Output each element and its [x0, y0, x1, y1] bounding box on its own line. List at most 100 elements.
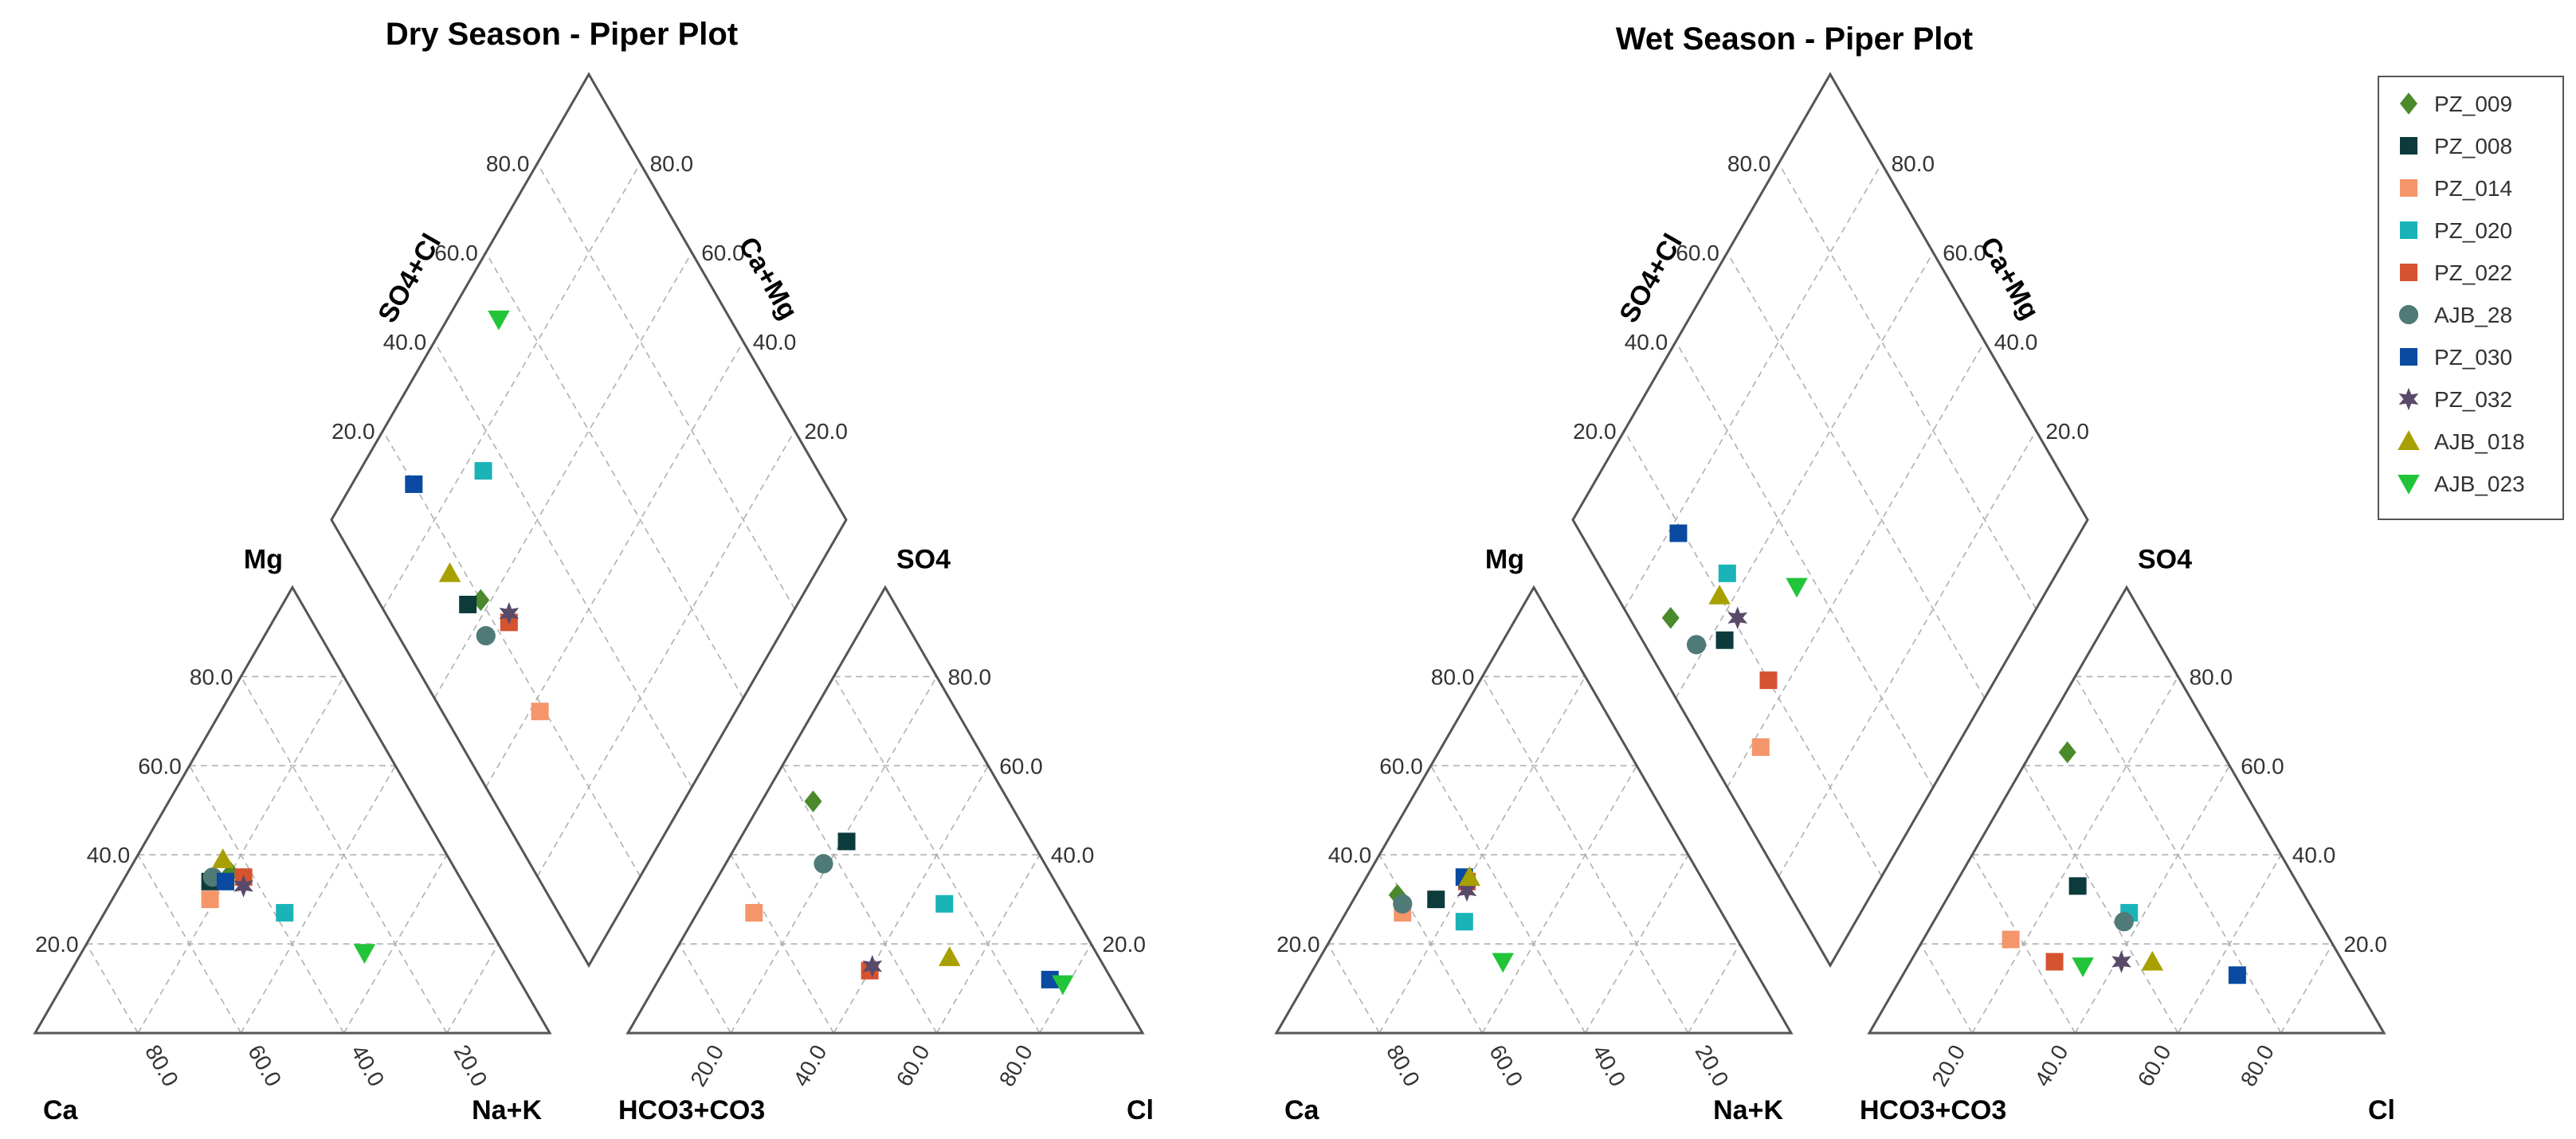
so4-tick-label: 80.0	[2190, 664, 2233, 689]
legend-marker-ajb-018	[2398, 430, 2420, 450]
diamond-grid-line	[1623, 162, 1883, 609]
sample-points	[201, 310, 1074, 996]
so4-label: SO4	[2138, 545, 2192, 575]
cation-grid-line	[137, 854, 242, 1034]
anion-grid-line	[678, 943, 731, 1034]
diamond-point-pz-009	[1661, 607, 1680, 629]
so4cl-tick-label: 80.0	[486, 151, 530, 176]
hco3-label: HCO3+CO3	[618, 1095, 765, 1125]
diamond-point-ajb-28	[1686, 635, 1707, 655]
cation-point-pz-032	[1457, 879, 1477, 902]
ca-label: Ca	[43, 1095, 79, 1125]
anion-grid-line	[1971, 854, 2076, 1034]
camg-tick-label: 20.0	[804, 419, 848, 444]
cation-triangle	[1274, 585, 1794, 1035]
legend-marker-pz-032	[2398, 387, 2419, 411]
hco3-label: HCO3+CO3	[1860, 1095, 2006, 1125]
diamond-point-pz-008	[459, 595, 477, 613]
anion-point-pz-030	[2228, 966, 2246, 984]
cation-point-ajb-023	[1492, 953, 1514, 973]
anion-point-pz-032	[2111, 950, 2131, 973]
anion-triangle	[1867, 585, 2386, 1035]
anion-point-pz-014	[745, 903, 763, 922]
diamond-grid-line	[1778, 430, 2037, 877]
diamond-point-pz-032	[499, 601, 520, 625]
nak-label: Na+K	[472, 1095, 542, 1125]
legend-label-pz-020: PZ_020	[2434, 218, 2512, 243]
so4cl-tick-label: 20.0	[1573, 419, 1617, 444]
legend-marker-pz-014	[2400, 179, 2417, 197]
diamond-point-pz-008	[1715, 631, 1734, 649]
legend-marker-pz-008	[2400, 137, 2417, 155]
cl-label: Cl	[1127, 1095, 1154, 1125]
diamond-point-pz-022	[1759, 671, 1778, 690]
cation-grid-line	[1481, 765, 1637, 1034]
cl-label: Cl	[2368, 1095, 2395, 1125]
legend-label-ajb-018: AJB_018	[2434, 429, 2525, 454]
mg-tick-label: 20.0	[35, 932, 79, 957]
so4-tick-label: 20.0	[1102, 932, 1146, 957]
diamond-grid-line	[433, 252, 692, 699]
anion-grid-line	[782, 765, 938, 1034]
legend-label-ajb-28: AJB_28	[2434, 303, 2512, 327]
cation-grid-line	[446, 943, 500, 1034]
diamond-grid-line	[1675, 252, 1934, 699]
camg-tick-label: 60.0	[1943, 241, 1986, 265]
anion-grid-line	[2074, 765, 2230, 1034]
so4cl-tick-label: 20.0	[331, 419, 375, 444]
diamond-point-pz-030	[405, 475, 423, 493]
dry-season-title: Dry Season - Piper Plot	[386, 17, 738, 52]
cation-grid-line	[85, 943, 139, 1034]
diamond-grid-line	[1675, 341, 1934, 788]
cation-point-ajb-023	[353, 944, 376, 965]
camg-tick-label: 80.0	[650, 151, 694, 176]
mg-label: Mg	[244, 545, 283, 575]
legend-label-pz-032: PZ_032	[2434, 387, 2512, 412]
cation-grid-line	[1327, 943, 1380, 1034]
camg-tick-label: 80.0	[1892, 151, 1935, 176]
anion-point-ajb-018	[939, 946, 961, 966]
diamond-point-ajb-023	[1786, 577, 1808, 598]
cation-point-ajb-28	[1393, 894, 1413, 914]
so4cl-tick-label: 60.0	[1676, 241, 1719, 265]
diamond-point-ajb-018	[438, 562, 461, 582]
so4-label: SO4	[896, 545, 951, 575]
so4-tick-label: 60.0	[999, 753, 1043, 778]
ca-label: Ca	[1284, 1095, 1320, 1125]
so4cl-tick-label: 40.0	[383, 330, 427, 354]
diamond-point-ajb-023	[488, 310, 510, 331]
anion-point-pz-030	[1041, 970, 1059, 988]
anion-point-pz-014	[2002, 930, 2020, 949]
mg-tick-label: 60.0	[1379, 753, 1423, 778]
cation-grid-line	[1378, 854, 1484, 1034]
legend-marker-ajb-023	[2398, 475, 2420, 495]
diamond-point-pz-020	[1718, 564, 1736, 582]
anion-triangle	[625, 585, 1145, 1035]
cation-point-pz-020	[276, 903, 294, 922]
anion-point-ajb-023	[1052, 975, 1074, 996]
diamond-grid-line	[536, 162, 796, 609]
legend-label-pz-030: PZ_030	[2434, 345, 2512, 370]
cation-point-pz-014	[201, 890, 219, 909]
anion-grid-line	[833, 765, 989, 1034]
anion-point-pz-020	[935, 894, 954, 913]
anion-point-ajb-018	[2141, 950, 2164, 971]
so4-tick-label: 40.0	[2292, 843, 2336, 867]
mg-tick-label: 80.0	[190, 664, 233, 689]
legend-label-pz-008: PZ_008	[2434, 134, 2512, 159]
diamond-grid-line	[485, 252, 744, 699]
legend-marker-pz-030	[2400, 348, 2417, 366]
anion-grid-line	[935, 854, 1041, 1034]
cation-triangle	[33, 585, 552, 1035]
diamond-grid-line	[536, 430, 796, 877]
diamond-point-pz-020	[474, 462, 492, 480]
mg-tick-label: 60.0	[138, 753, 182, 778]
camg-tick-label: 40.0	[753, 330, 797, 354]
diamond-grid-line	[1727, 341, 1986, 788]
diamond-grid-line	[382, 430, 641, 877]
anion-grid-line	[730, 854, 835, 1034]
anion-grid-line	[2023, 765, 2179, 1034]
anion-point-pz-022	[2045, 953, 2064, 971]
